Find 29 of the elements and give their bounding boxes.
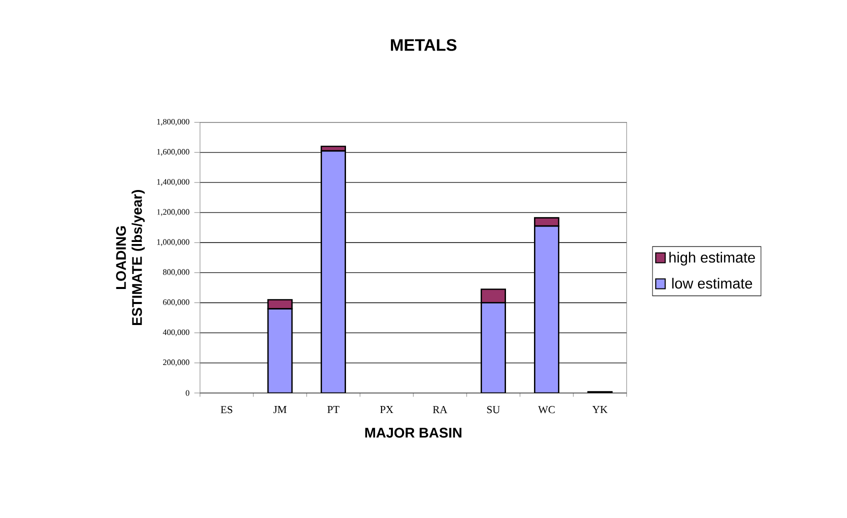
bar [480, 302, 506, 393]
bar [480, 288, 506, 304]
y-tick-label: 1,400,000 [157, 179, 190, 186]
y-tick-label: 800,000 [163, 269, 190, 276]
y-tick-label: 1,600,000 [157, 149, 190, 156]
x-tick-label: PT [327, 406, 340, 414]
legend-label: high estimate [669, 252, 755, 266]
bar [534, 217, 560, 227]
x-tick-label: YK [592, 406, 608, 414]
x-tick-label: JM [273, 406, 287, 414]
bar [534, 225, 560, 393]
x-tick-label: SU [487, 406, 500, 414]
y-tick-label: 1,200,000 [157, 209, 190, 216]
y-tick-label: 400,000 [162, 329, 190, 336]
legend-label: low estimate [672, 278, 752, 289]
x-tick-label: ES [220, 406, 232, 414]
y-tick-label: 200,000 [163, 360, 190, 366]
chart-title: METALS [390, 39, 456, 51]
x-tick-label: PX [380, 406, 394, 414]
y-axis-title: LOADING ESTIMATE (lbs/year) [116, 190, 145, 326]
bar [267, 308, 293, 393]
y-tick-label: 600,000 [163, 299, 190, 306]
x-axis-title: MAJOR BASIN [365, 428, 462, 438]
y-tick-label: 1,000,000 [157, 239, 190, 246]
bar [320, 150, 346, 393]
x-tick-label: RA [432, 406, 448, 414]
x-tick-label: WC [538, 406, 555, 414]
y-tick-label: 1,800,000 [157, 118, 190, 126]
y-tick-label: 0 [186, 390, 190, 396]
